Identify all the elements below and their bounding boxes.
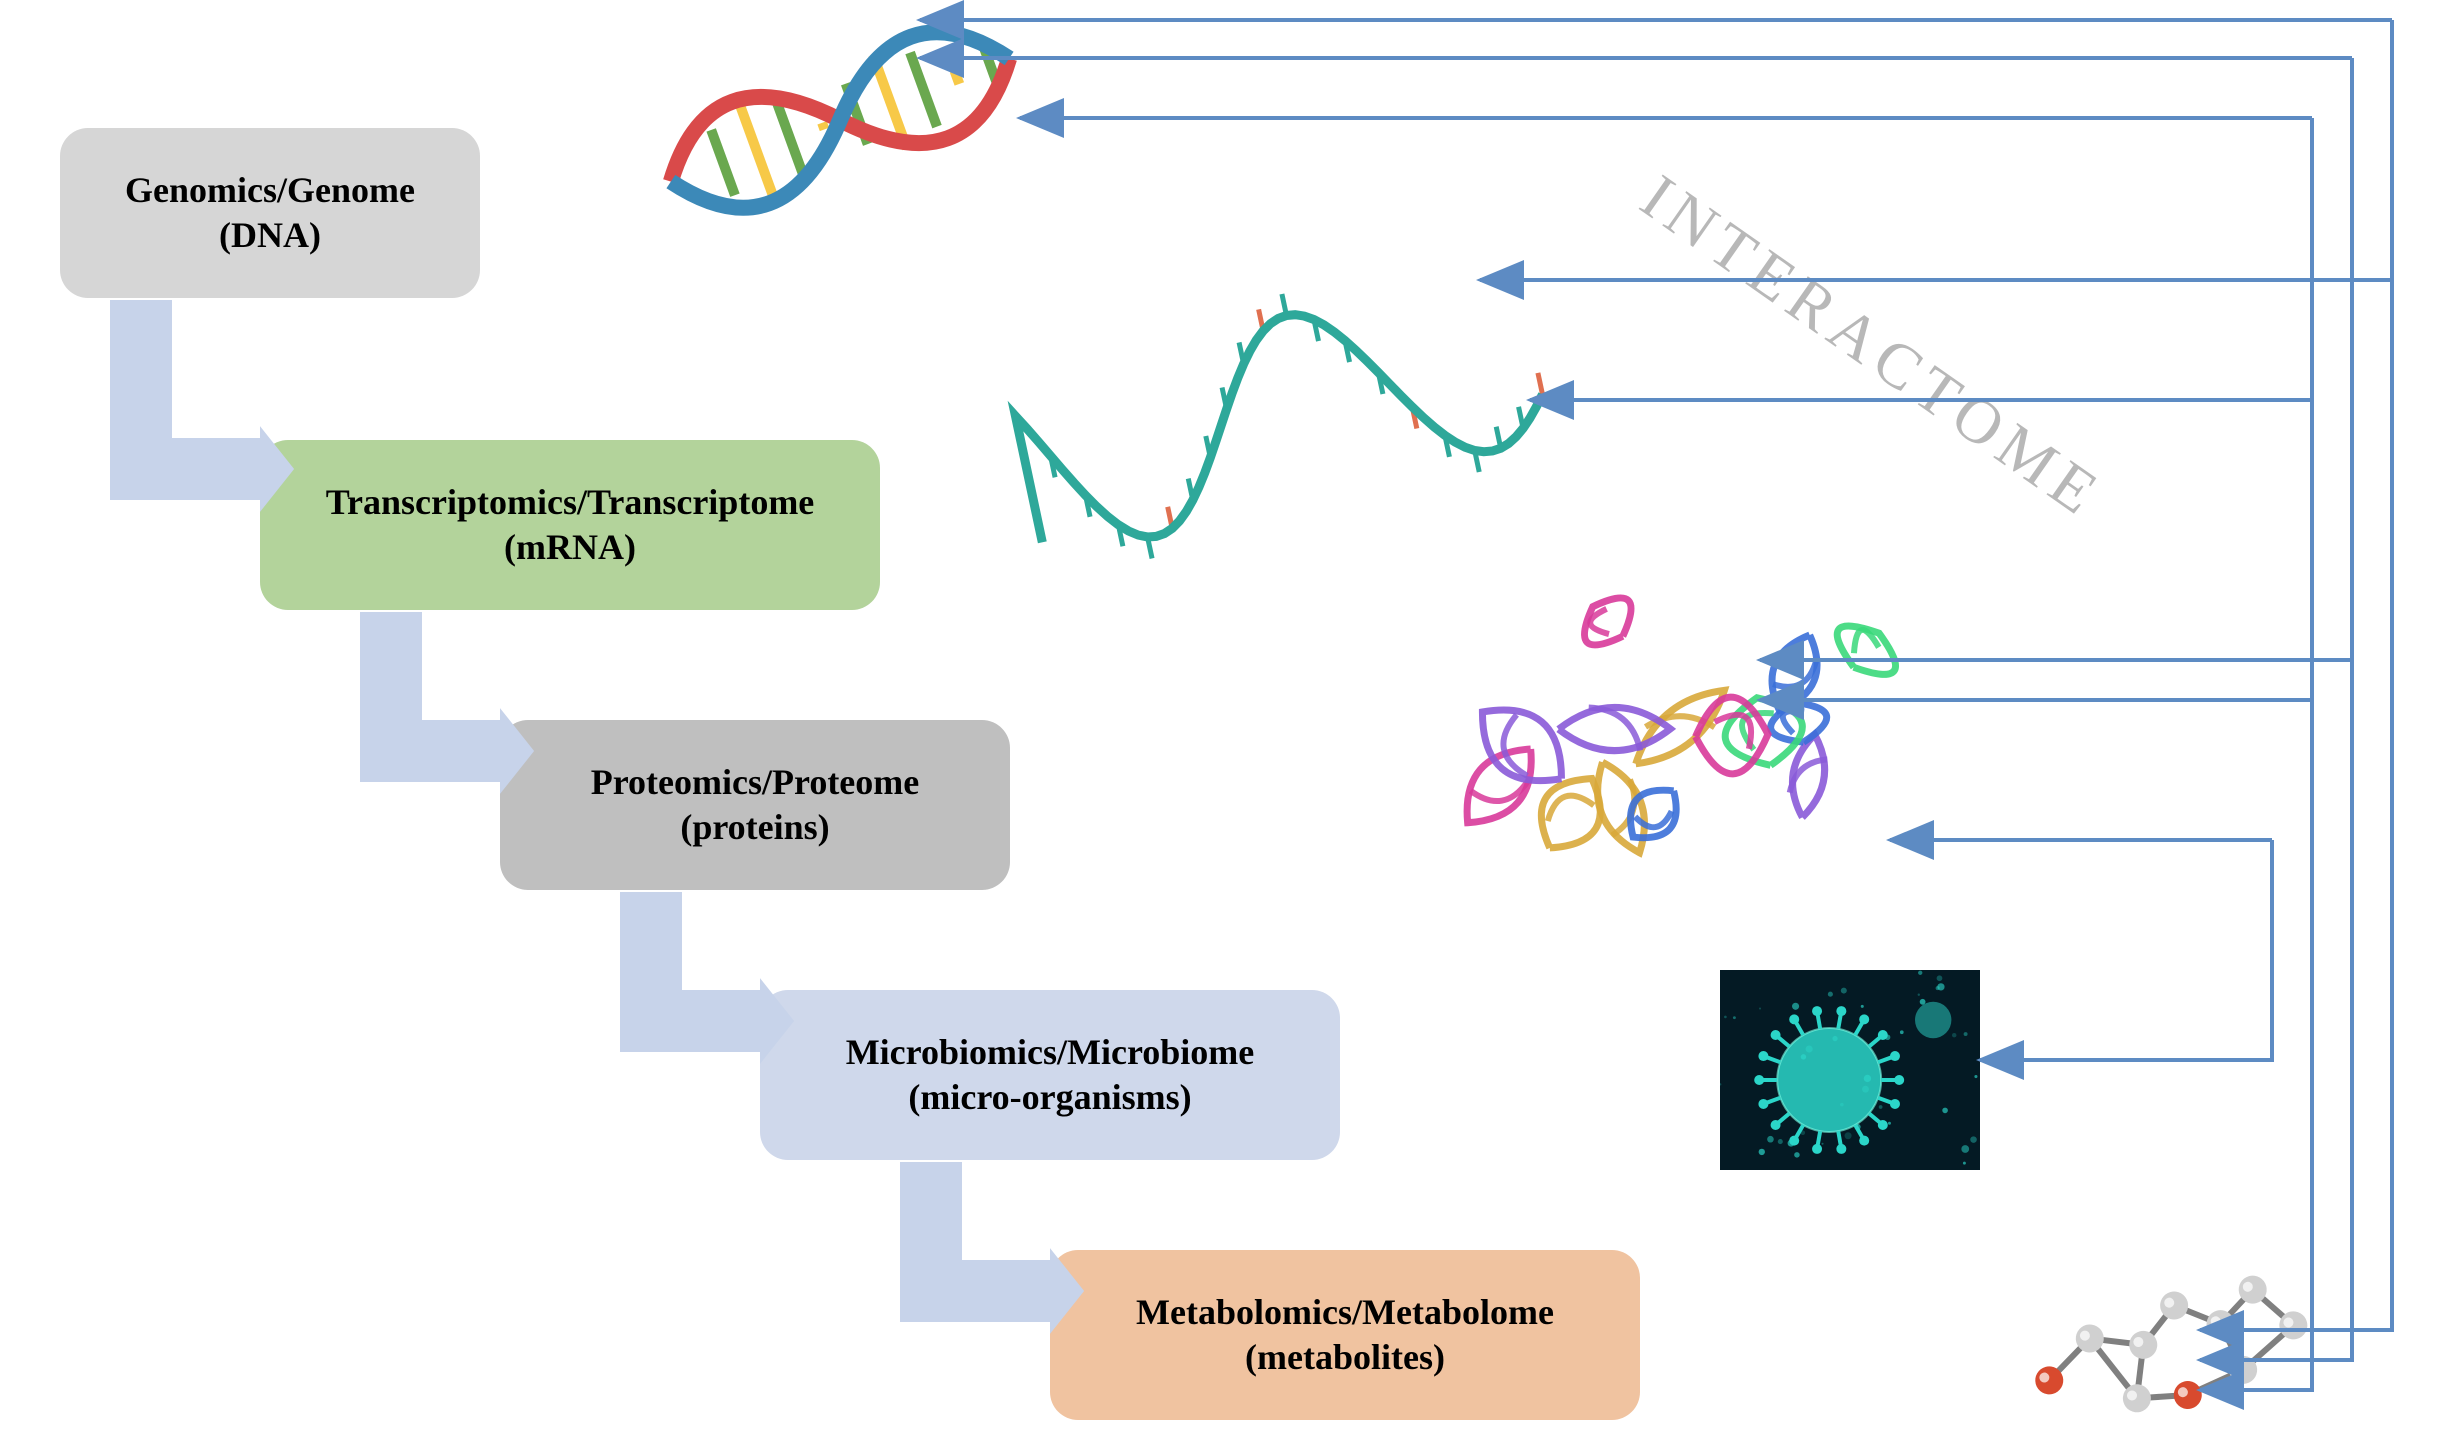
dna-illustration-icon	[640, 0, 1040, 240]
cascade-arrow-transcriptomics-proteomics	[360, 612, 596, 844]
genomics-line1: Genomics/Genome	[125, 168, 415, 213]
cascade-arrow-microbiomics-metabolomics	[900, 1162, 1146, 1384]
cascade-arrow-proteomics-microbiomics	[620, 892, 856, 1114]
proteomics-line2: (proteins)	[680, 805, 829, 850]
metabolite-illustration-icon	[2000, 1230, 2320, 1430]
microbiomics-line1: Microbiomics/Microbiome	[846, 1030, 1255, 1075]
microbiomics-line2: (micro-organisms)	[908, 1075, 1191, 1120]
proteomics-line1: Proteomics/Proteome	[591, 760, 920, 805]
metabolomics-line1: Metabolomics/Metabolome	[1136, 1290, 1554, 1335]
cascade-arrow-genomics-transcriptomics	[110, 300, 356, 562]
metabolomics-line2: (metabolites)	[1245, 1335, 1445, 1380]
protein-illustration-icon	[1450, 580, 1910, 900]
transcriptomics-line1: Transcriptomics/Transcriptome	[326, 480, 815, 525]
rna-illustration-icon	[1000, 250, 1560, 570]
microbe-illustration-icon	[1720, 970, 1980, 1170]
genomics-box: Genomics/Genome (DNA)	[60, 128, 480, 298]
transcriptomics-line2: (mRNA)	[504, 525, 636, 570]
interactome-label: INTERACTOME	[1628, 160, 2117, 533]
genomics-line2: (DNA)	[219, 213, 321, 258]
